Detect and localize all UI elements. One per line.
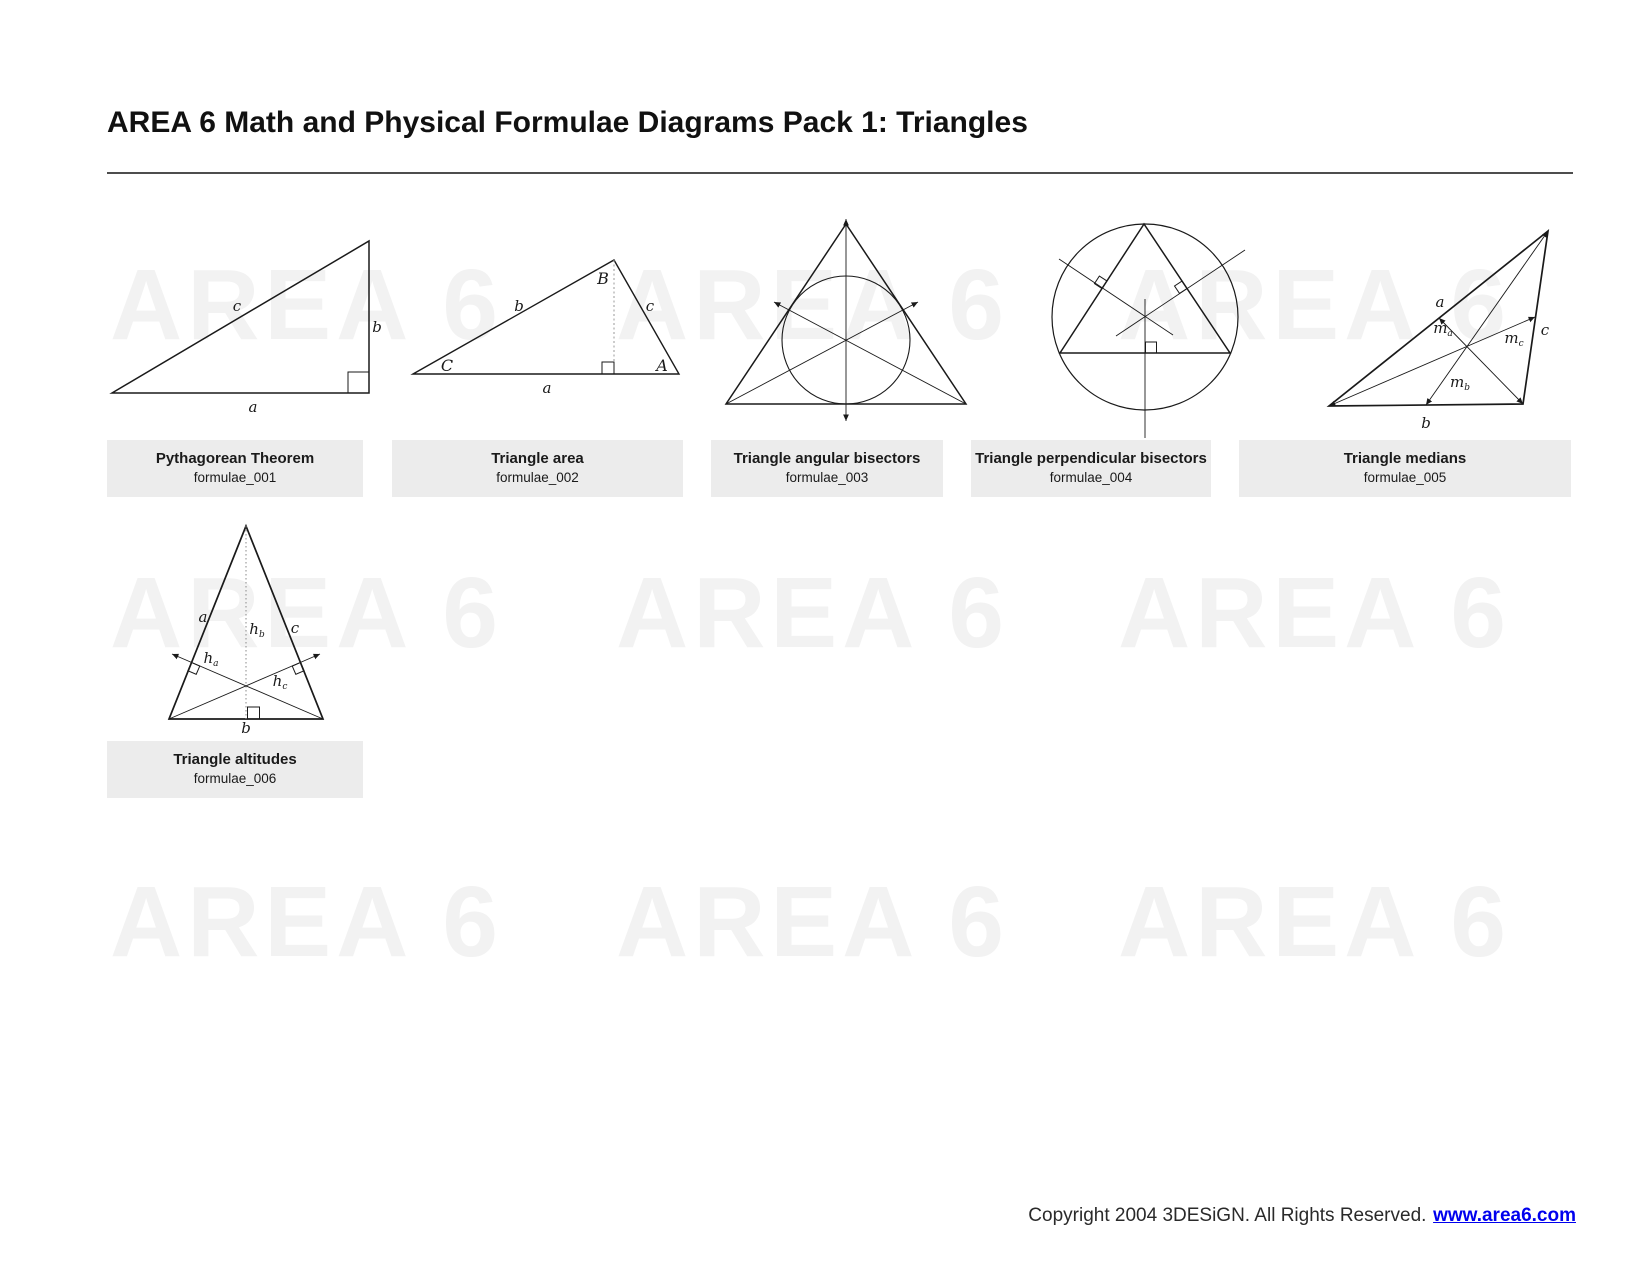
caption-title: Pythagorean Theorem bbox=[155, 450, 315, 467]
watermark-text: AREA 6 bbox=[616, 249, 1010, 361]
caption-title: Triangle area bbox=[491, 450, 584, 467]
altitude-label-hb: hb bbox=[249, 620, 265, 640]
side-label-c: c bbox=[1541, 321, 1550, 339]
copyright-text: Copyright 2004 3DESiGN. All Rights Reser… bbox=[1028, 1205, 1427, 1226]
caption-perpendicular-bisectors: Triangle perpendicular bisectors formula… bbox=[971, 440, 1211, 497]
diagram-perpendicular-bisectors bbox=[1051, 222, 1246, 438]
title-divider bbox=[107, 172, 1573, 174]
caption-angular-bisectors: Triangle angular bisectors formulae_003 bbox=[711, 440, 943, 497]
caption-title: Triangle medians bbox=[1343, 450, 1467, 467]
watermark-text: AREA 6 bbox=[1118, 866, 1512, 978]
caption-title: Triangle altitudes bbox=[173, 751, 297, 768]
caption-code: formulae_006 bbox=[193, 770, 277, 786]
altitude-subscript: a bbox=[213, 659, 218, 669]
side-label-a: a bbox=[249, 398, 258, 416]
altitude-symbol: h bbox=[249, 620, 259, 638]
side-label-c: c bbox=[291, 619, 300, 637]
right-angle-mark bbox=[1173, 280, 1188, 295]
side-label-b: b bbox=[514, 297, 524, 315]
right-angle-mark bbox=[601, 361, 615, 375]
median-symbol: m bbox=[1433, 319, 1447, 337]
side-label-c: c bbox=[646, 297, 655, 315]
median-label-mb: mb bbox=[1450, 373, 1470, 393]
caption-triangle-area: Triangle area formulae_002 bbox=[392, 440, 683, 497]
diagram-pythagorean-theorem: c b a bbox=[109, 239, 382, 416]
median-label-mc: mc bbox=[1504, 329, 1523, 349]
median-symbol: m bbox=[1504, 329, 1518, 347]
caption-code: formulae_003 bbox=[785, 469, 869, 485]
side-label-b: b bbox=[372, 318, 382, 336]
right-angle-mark bbox=[291, 661, 305, 675]
side-label-a: a bbox=[1436, 293, 1445, 311]
right-triangle-outline bbox=[109, 239, 370, 394]
watermark-text: AREA 6 bbox=[110, 249, 504, 361]
side-label-b: b bbox=[241, 719, 251, 737]
altitude-label-ha: ha bbox=[203, 649, 218, 669]
median-subscript: b bbox=[1464, 383, 1470, 393]
perpendicular-bisector-line bbox=[1058, 258, 1174, 336]
median-subscript: a bbox=[1447, 329, 1452, 339]
caption-code: formulae_002 bbox=[496, 469, 579, 485]
caption-title: Triangle perpendicular bisectors bbox=[975, 450, 1207, 467]
diagram-altitudes: a c b hb ha hc bbox=[167, 523, 325, 737]
altitude-symbol: h bbox=[203, 649, 213, 667]
vertex-label-C: C bbox=[441, 356, 453, 375]
median-line bbox=[1438, 317, 1524, 405]
caption-code: formulae_001 bbox=[193, 469, 277, 485]
vertex-label-A: A bbox=[654, 356, 668, 375]
caption-altitudes: Triangle altitudes formulae_006 bbox=[107, 741, 363, 798]
footer: Copyright 2004 3DESiGN. All Rights Reser… bbox=[1028, 1205, 1576, 1227]
diagram-triangle-area: C B A b c a bbox=[410, 259, 681, 397]
watermark-text: AREA 6 bbox=[616, 866, 1010, 978]
side-label-b: b bbox=[1421, 414, 1431, 432]
right-angle-mark bbox=[187, 661, 201, 675]
area6-link[interactable]: www.area6.com bbox=[1433, 1205, 1576, 1226]
median-line bbox=[1425, 230, 1549, 406]
altitude-subscript: c bbox=[282, 682, 287, 692]
altitude-subscript: b bbox=[259, 630, 265, 640]
caption-pythagorean-theorem: Pythagorean Theorem formulae_001 bbox=[107, 440, 363, 497]
watermark-text: AREA 6 bbox=[1118, 557, 1512, 669]
right-angle-mark bbox=[347, 371, 370, 394]
caption-code: formulae_004 bbox=[1049, 469, 1133, 485]
watermark-text: AREA 6 bbox=[110, 866, 504, 978]
watermark-text: AREA 6 bbox=[616, 557, 1010, 669]
right-angle-mark bbox=[1093, 275, 1108, 290]
right-angle-mark bbox=[247, 706, 260, 720]
caption-code: formulae_005 bbox=[1363, 469, 1447, 485]
caption-title: Triangle angular bisectors bbox=[733, 450, 921, 467]
side-label-a: a bbox=[199, 608, 208, 626]
triangle-outline bbox=[410, 259, 681, 375]
vertex-label-B: B bbox=[596, 269, 609, 288]
median-label-ma: ma bbox=[1433, 319, 1453, 339]
watermark-text: AREA 6 bbox=[110, 557, 504, 669]
diagram-angular-bisectors bbox=[724, 219, 968, 421]
angle-bisector-line bbox=[773, 301, 967, 405]
median-subscript: c bbox=[1519, 339, 1524, 349]
right-angle-mark bbox=[1145, 341, 1157, 354]
median-symbol: m bbox=[1450, 373, 1464, 391]
altitude-label-hc: hc bbox=[273, 672, 288, 692]
angle-bisector-line bbox=[725, 301, 919, 405]
diagram-medians: a c b ma mc mb bbox=[1326, 228, 1550, 432]
caption-medians: Triangle medians formulae_005 bbox=[1239, 440, 1571, 497]
page-title: AREA 6 Math and Physical Formulae Diagra… bbox=[107, 106, 1028, 139]
altitude-symbol: h bbox=[273, 672, 283, 690]
side-label-c: c bbox=[233, 297, 242, 315]
side-label-a: a bbox=[543, 379, 552, 397]
